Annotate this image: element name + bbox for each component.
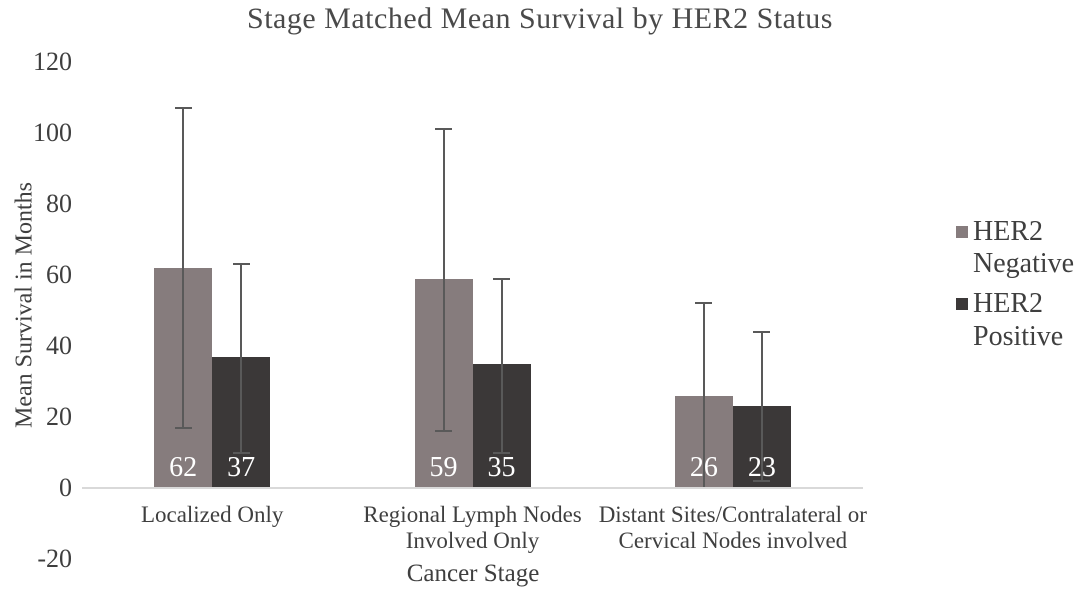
legend-item: HER2 Negative	[956, 216, 1074, 280]
legend-label-line: Negative	[973, 248, 1075, 280]
error-bar-cap-bottom	[493, 451, 510, 454]
y-tick-label: -20	[37, 544, 72, 573]
legend-swatch	[956, 226, 968, 238]
y-tick-label: 80	[46, 189, 72, 218]
error-bar-line	[702, 303, 705, 488]
x-axis-title: Cancer Stage	[406, 560, 540, 587]
x-category-label-line: Distant Sites/Contralateral or	[598, 502, 867, 527]
bar-value-label: 62	[169, 451, 198, 483]
legend-label: HER2 Positive	[973, 288, 1063, 352]
legend-label-line: Positive	[973, 320, 1064, 352]
x-category-label-line: Localized Only	[140, 502, 284, 527]
y-tick-label: 0	[59, 473, 72, 502]
error-bar-cap-top	[753, 330, 771, 333]
bar-value-label: 59	[429, 451, 458, 483]
error-bar-line	[182, 108, 185, 428]
x-category-label-line: Involved Only	[405, 527, 540, 553]
error-bar-line	[240, 264, 243, 453]
bar-value-label: 35	[487, 452, 516, 483]
error-bar-cap-top	[435, 128, 452, 131]
x-category-label-line: Regional Lymph Nodes	[363, 502, 582, 527]
legend: HER2 Negative HER2 Positive	[956, 216, 1074, 353]
y-tick-label: 100	[33, 118, 72, 147]
error-bar-cap-top	[493, 277, 510, 280]
x-axis-line	[82, 487, 863, 489]
legend-label: HER2 Negative	[973, 216, 1074, 280]
error-bar-cap-top	[232, 263, 250, 266]
legend-item: HER2 Positive	[956, 288, 1074, 352]
y-tick-label: 40	[46, 331, 72, 360]
error-bar-cap-top	[695, 302, 713, 305]
error-bar-cap-bottom	[435, 430, 452, 433]
y-tick-label: 60	[46, 260, 72, 289]
error-bar-line	[500, 278, 503, 453]
x-category-label: Distant Sites/Contralateral or Cervical N…	[588, 502, 878, 554]
error-bar-cap-bottom	[753, 479, 771, 482]
error-bar-cap-bottom	[232, 451, 250, 454]
x-category-label-line: Cervical Nodes involved	[618, 527, 848, 553]
error-bar-cap-bottom	[174, 426, 192, 429]
legend-label-line: HER2	[973, 216, 1043, 247]
error-bar-line	[442, 129, 445, 432]
legend-label-line: HER2	[973, 288, 1043, 320]
y-tick-label: 20	[46, 402, 72, 431]
bar-value-label: 37	[227, 451, 256, 483]
x-category-label: Localized Only	[67, 502, 357, 528]
y-axis-title: Mean Survival in Months	[11, 182, 38, 428]
y-tick-label: 120	[33, 47, 72, 76]
legend-swatch	[956, 298, 968, 311]
chart-title: Stage Matched Mean Survival by HER2 Stat…	[247, 2, 833, 35]
error-bar-line	[760, 331, 763, 481]
error-bar-cap-top	[174, 107, 192, 110]
x-category-label: Regional Lymph Nodes Involved Only	[328, 502, 618, 554]
